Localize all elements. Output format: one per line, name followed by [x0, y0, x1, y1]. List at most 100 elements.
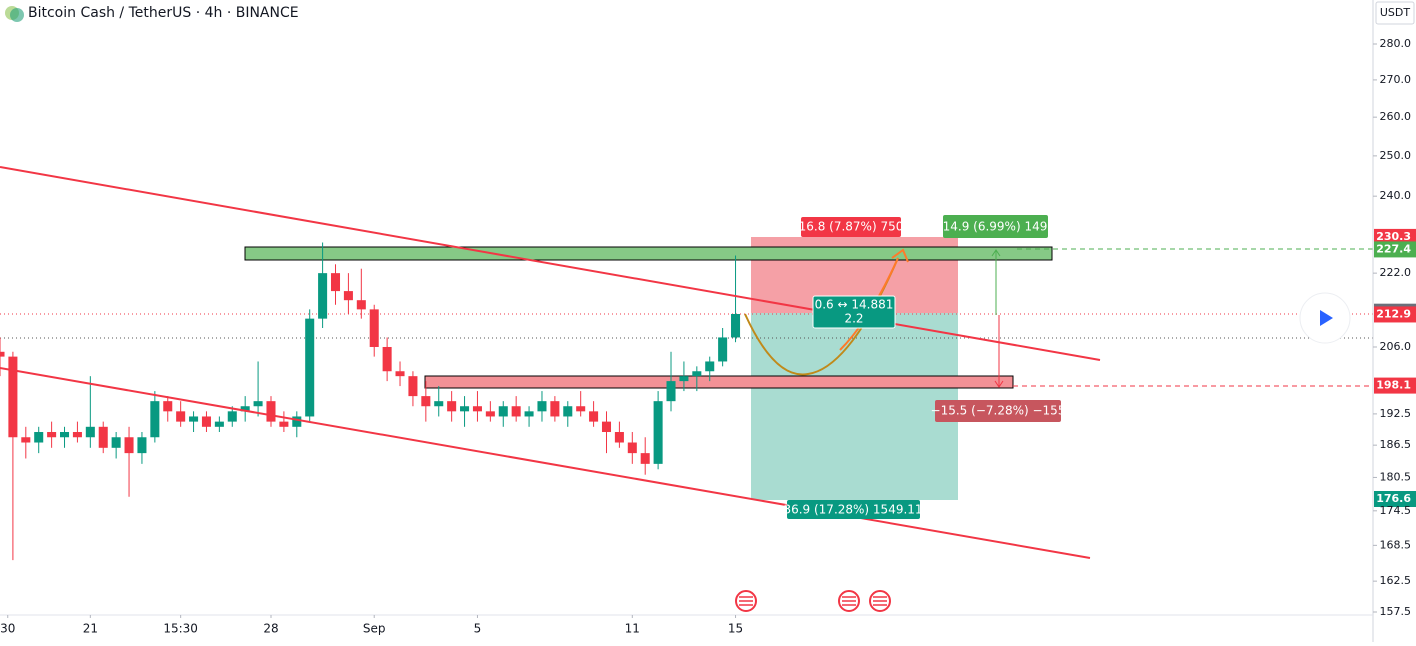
- x-tick-label: 28: [263, 622, 278, 636]
- candle-body: [705, 361, 715, 372]
- candles: [0, 242, 741, 561]
- candle-body: [0, 351, 5, 357]
- candle-body: [292, 416, 302, 427]
- candle-body: [447, 401, 457, 412]
- x-tick-label: 11: [625, 622, 640, 636]
- title-bg: [26, 3, 301, 23]
- event-icons: [735, 590, 891, 612]
- candle-body: [382, 346, 392, 372]
- price-label-box: [1374, 228, 1416, 245]
- candle-body: [653, 401, 663, 464]
- candle-body: [511, 406, 521, 417]
- price-label: 176.6: [1376, 492, 1411, 505]
- support-box: [424, 375, 1014, 389]
- y-tick-label: 162.5: [1380, 574, 1412, 587]
- flag-stripes: [739, 596, 887, 606]
- candle-body: [395, 371, 405, 377]
- candle-body: [537, 401, 547, 412]
- candle-body: [60, 432, 70, 438]
- y-tick-label: 270.0: [1380, 73, 1412, 86]
- candle-body: [485, 411, 495, 417]
- candle-body: [8, 356, 18, 438]
- y-tick-label: 186.5: [1380, 438, 1412, 451]
- annotation: −15.5 (−7.28%) −155: [931, 404, 1066, 418]
- currency-box[interactable]: [1375, 1, 1415, 25]
- candle-body: [498, 406, 508, 417]
- candle-body: [421, 396, 431, 407]
- label-box: [935, 400, 1061, 422]
- candle-body: [305, 318, 315, 417]
- annotation: 0.6 ↔ 14.881: [815, 298, 894, 312]
- stop-zone: [751, 313, 958, 500]
- candle-body: [550, 401, 560, 417]
- candle-body: [563, 406, 573, 417]
- x-tick-label: 30: [0, 622, 15, 636]
- candle-body: [124, 437, 134, 454]
- annotation: 16.8 (7.87%) 750: [799, 220, 904, 234]
- candle-body: [666, 381, 676, 402]
- label-box: [787, 500, 920, 519]
- candle-body: [279, 421, 289, 427]
- candle-body: [85, 426, 95, 438]
- annotation: 2.2: [844, 312, 863, 326]
- y-tick-label: 157.5: [1380, 605, 1412, 618]
- label-box: [801, 217, 901, 237]
- y-tick-label: 250.0: [1380, 149, 1412, 162]
- candle-body: [718, 337, 728, 362]
- y-tick-label: 222.0: [1380, 266, 1412, 279]
- arrow-head: [994, 380, 1004, 388]
- candle-body: [627, 442, 637, 454]
- y-tick-label: 192.5: [1380, 407, 1412, 420]
- candle-body: [163, 401, 173, 412]
- x-tick-label: 15:30: [163, 622, 198, 636]
- annotation: 36.9 (17.28%) 1549.11: [783, 503, 922, 517]
- candle-body: [137, 437, 147, 454]
- y-tick-label: 174.5: [1380, 504, 1412, 517]
- y-tick-label: 206.0: [1380, 340, 1412, 353]
- candle-body: [21, 437, 31, 443]
- candle-body: [589, 411, 599, 422]
- price-label-box: [1374, 241, 1416, 258]
- price-label-box: [1374, 377, 1416, 394]
- symbol-icon: [10, 8, 24, 22]
- play-icon: [1320, 310, 1333, 326]
- candle-body: [614, 432, 624, 443]
- candle-body: [679, 376, 689, 382]
- candle-body: [343, 291, 353, 301]
- x-tick-label: 15: [728, 622, 743, 636]
- candle-body: [460, 406, 470, 412]
- price-label-box: [1374, 306, 1416, 323]
- candle-body: [176, 411, 186, 422]
- price-label: 198.1: [1376, 379, 1411, 392]
- candle-body: [576, 406, 586, 412]
- y-tick-label: 180.5: [1380, 470, 1412, 483]
- x-tick-label: 21: [83, 622, 98, 636]
- x-tick-label: Sep: [363, 622, 386, 636]
- candle-body: [524, 411, 534, 417]
- candle-body: [34, 432, 44, 443]
- candle-body: [369, 309, 379, 347]
- candle-body: [601, 421, 612, 433]
- candle-body: [266, 401, 276, 422]
- label-box: [943, 215, 1048, 238]
- candle-body: [150, 401, 160, 438]
- price-label: 212.9: [1376, 307, 1411, 320]
- candle-body: [214, 421, 224, 427]
- candle-body: [472, 406, 482, 412]
- label-box: [812, 295, 896, 329]
- x-tick-label: 5: [474, 622, 482, 636]
- annotation: 14.9 (6.99%) 149: [943, 220, 1048, 234]
- candle-body: [692, 371, 702, 377]
- candle-body: [330, 273, 341, 292]
- y-tick-label: 280.0: [1380, 37, 1412, 50]
- arrow-head: [891, 248, 909, 263]
- candle-body: [47, 432, 57, 438]
- price-label-box: [1374, 491, 1416, 508]
- price-label: 230.3: [1376, 230, 1411, 243]
- candle-body: [640, 453, 650, 464]
- candle-body: [240, 406, 250, 412]
- candle-body: [253, 401, 263, 407]
- trend-line: [0, 166, 1101, 361]
